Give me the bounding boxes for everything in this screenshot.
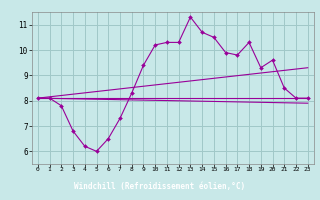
Text: Windchill (Refroidissement éolien,°C): Windchill (Refroidissement éolien,°C) [75, 182, 245, 192]
